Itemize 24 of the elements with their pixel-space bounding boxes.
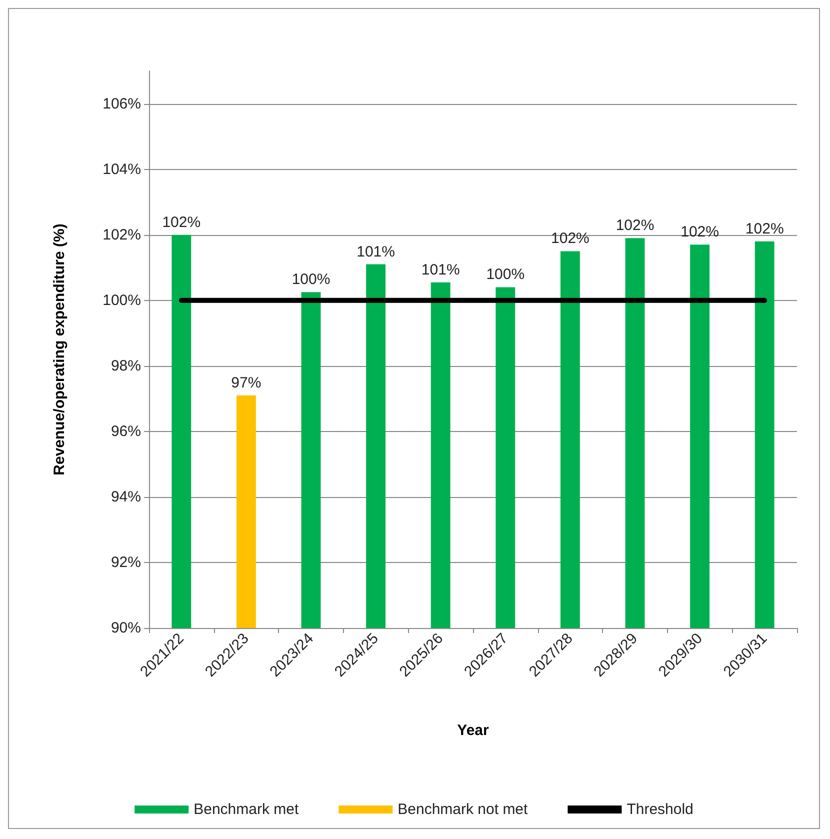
legend-label: Benchmark met xyxy=(194,801,300,818)
y-tick-label: 92% xyxy=(110,554,141,571)
data-label: 100% xyxy=(486,266,525,284)
x-axis-title: Year xyxy=(457,722,490,739)
y-tick-label: 94% xyxy=(110,488,141,506)
data-label: 102% xyxy=(745,220,784,238)
data-label: 97% xyxy=(231,374,262,392)
legend-label: Threshold xyxy=(626,801,694,818)
y-tick-label: 104% xyxy=(102,160,141,178)
y-tick-label: 106% xyxy=(102,95,141,112)
data-label: 102% xyxy=(616,217,654,234)
data-label: 102% xyxy=(162,214,201,231)
y-axis-title: Revenue/operating expenditure (%) xyxy=(51,224,68,476)
data-label: 101% xyxy=(356,243,395,260)
data-label: 102% xyxy=(551,230,590,248)
y-tick-label: 100% xyxy=(102,292,141,309)
legend-label: Benchmark not met xyxy=(398,801,529,818)
y-tick-label: 102% xyxy=(102,226,141,244)
y-tick-label: 90% xyxy=(110,620,141,636)
data-label: 100% xyxy=(292,271,330,288)
data-label: 102% xyxy=(680,224,719,241)
y-tick-label: 96% xyxy=(110,422,141,440)
y-tick-label: 98% xyxy=(110,357,141,374)
data-label: 101% xyxy=(421,261,460,278)
